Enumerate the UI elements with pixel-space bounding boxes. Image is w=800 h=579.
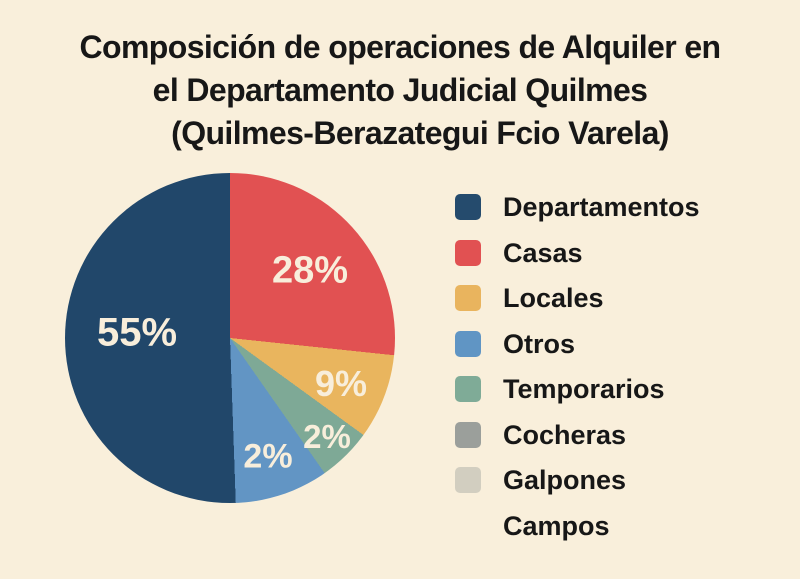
pie-slice-label-casas: 28% — [271, 249, 349, 292]
legend-label-galpones: Galpones — [503, 465, 627, 495]
chart-title-line-3: (Quilmes-Berazategui Fcio Varela) — [171, 115, 669, 151]
legend-label-otros: Otros — [503, 328, 576, 359]
pie-slice-label-temporarios: 2% — [303, 418, 351, 455]
chart-title: Composición de operaciones de Alquiler e… — [0, 26, 800, 155]
legend-label-casas: Casas — [503, 237, 583, 268]
legend-swatch-locales — [455, 285, 481, 311]
legend-item-temporarios: Temporarios — [455, 374, 700, 404]
legend-label-campos: Campos — [503, 510, 610, 541]
pie-slice-label-locales: 9% — [314, 363, 368, 404]
legend-swatch-casas — [455, 239, 481, 266]
pie-slice-label-otros: 2% — [243, 437, 293, 476]
legend-swatch-cocheras — [455, 421, 481, 448]
legend-item-casas: Casas — [455, 237, 700, 268]
legend: Departamentos Casas Locales Otros Tempor… — [455, 194, 700, 558]
legend-swatch-temporarios — [455, 376, 481, 402]
legend-item-cocheras: Cocheras — [455, 419, 700, 450]
legend-swatch-galpones — [455, 467, 481, 493]
legend-label-departamentos: Departamentos — [503, 192, 700, 222]
legend-swatch-campos — [455, 513, 481, 539]
pie-slice-label-departamentos: 55% — [96, 310, 178, 355]
legend-swatch-otros — [455, 330, 481, 357]
legend-label-locales: Locales — [503, 283, 604, 313]
legend-item-otros: Otros — [455, 328, 700, 359]
legend-item-locales: Locales — [455, 283, 700, 313]
legend-item-departamentos: Departamentos — [455, 192, 700, 222]
legend-item-campos: Campos — [455, 510, 700, 541]
pie-chart: 55% 28% 9% 2% 2% — [65, 173, 395, 503]
chart-title-line-1: Composición de operaciones de Alquiler e… — [79, 29, 721, 65]
legend-item-galpones: Galpones — [455, 465, 700, 495]
chart-title-line-2: el Departamento Judicial Quilmes — [152, 72, 648, 108]
legend-label-temporarios: Temporarios — [503, 374, 665, 404]
legend-label-cocheras: Cocheras — [503, 419, 627, 450]
legend-swatch-departamentos — [455, 194, 481, 220]
